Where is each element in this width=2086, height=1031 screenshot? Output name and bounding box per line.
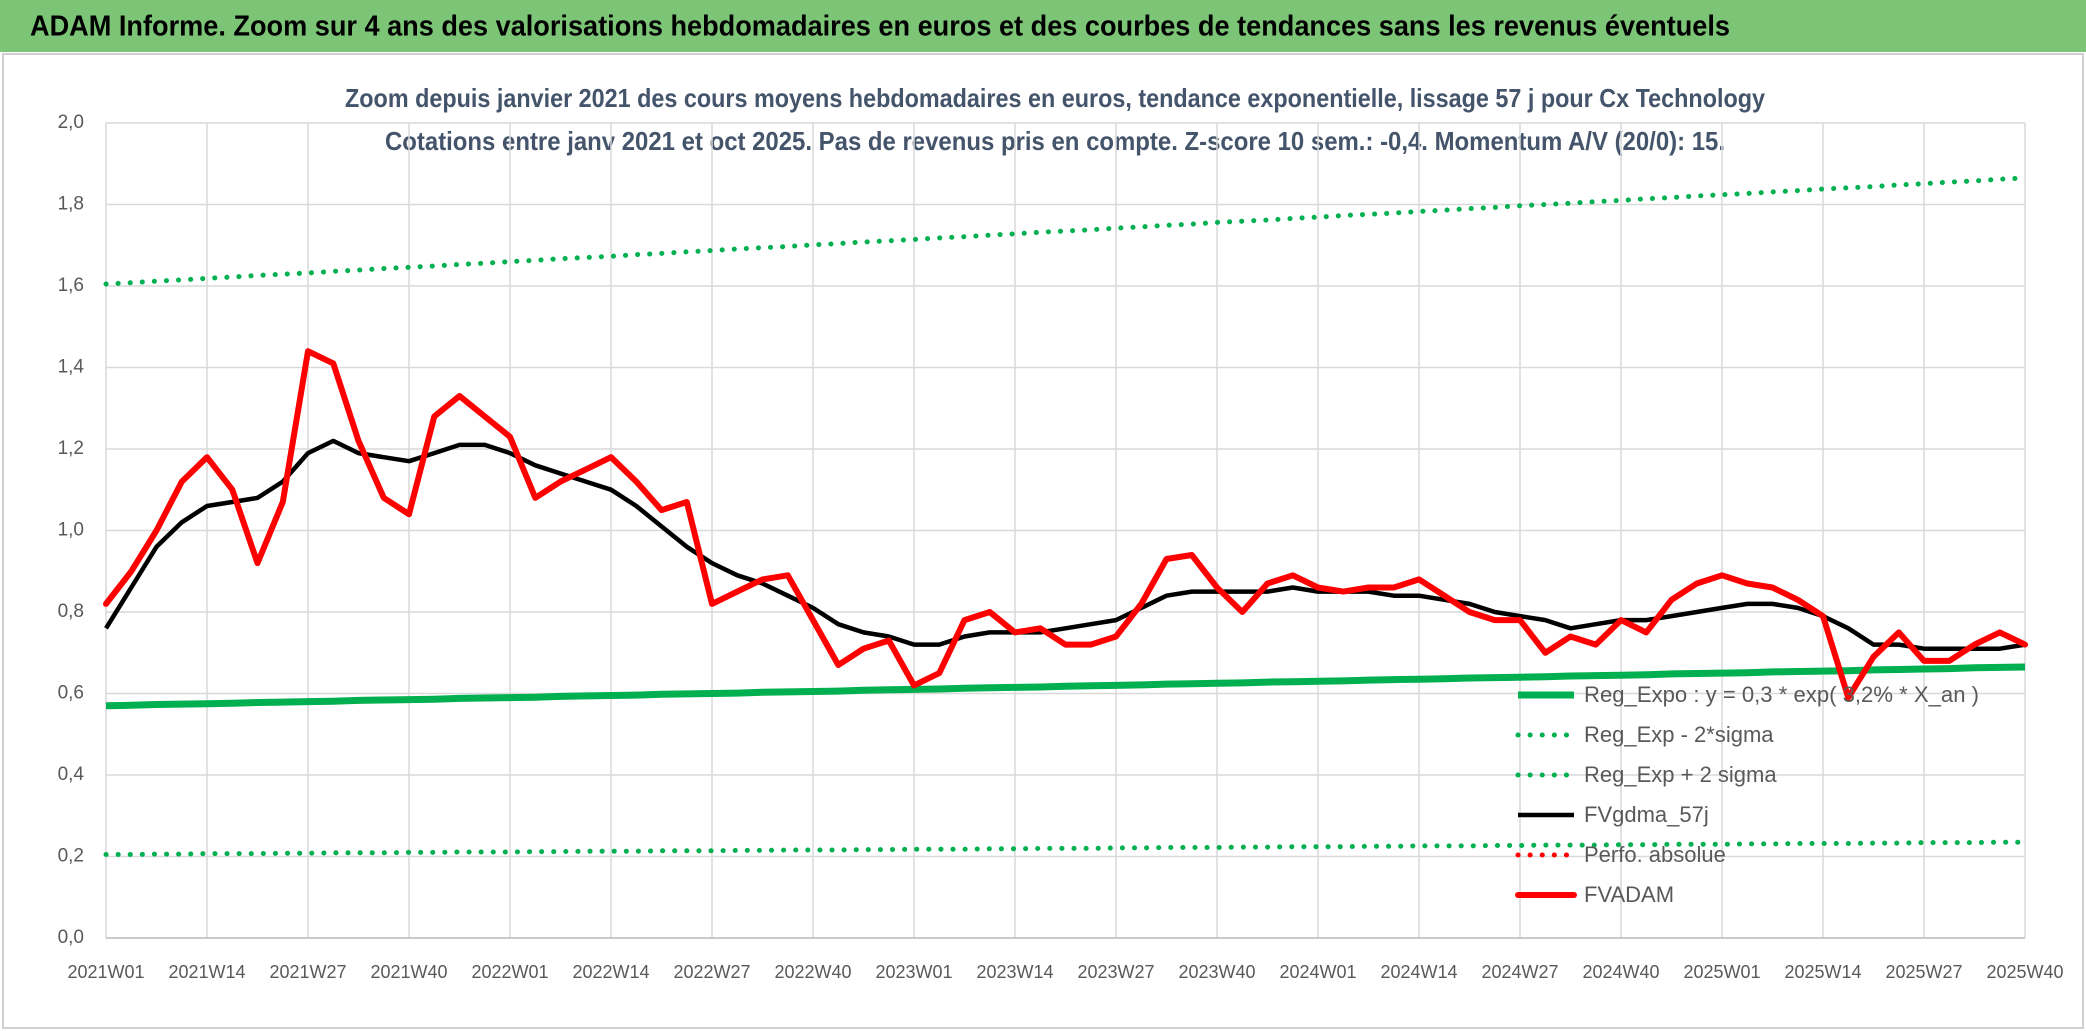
x-tick-label: 2025W27 [1885,962,1962,982]
y-tick-label: 1,6 [58,275,84,296]
series-line [103,348,2028,701]
x-tick-label: 2021W27 [269,962,346,982]
y-tick-label: 2,0 [58,112,84,133]
x-tick-label: 2024W01 [1279,962,1356,982]
x-tick-label: 2021W01 [67,962,144,982]
x-tick-label: 2021W14 [168,962,245,982]
legend-label: Reg_Expo : y = 0,3 * exp( 3,2% * X_an ) [1584,682,1979,707]
y-tick-label: 0,2 [58,846,84,867]
x-tick-label: 2025W40 [1986,962,2063,982]
legend-label: Reg_Exp + 2 sigma [1584,762,1777,787]
x-tick-label: 2022W01 [471,962,548,982]
legend-label: Perfo. absolue [1584,842,1726,867]
legend: Reg_Expo : y = 0,3 * exp( 3,2% * X_an ) R… [1515,682,1979,907]
x-tick-label: 2025W14 [1784,962,1861,982]
x-tick-label: 2024W27 [1481,962,1558,982]
legend-label: FVgdma_57j [1584,802,1709,827]
header-title: ADAM Informe. Zoom sur 4 ans des valoris… [30,11,1730,43]
y-tick-label: 0,6 [58,683,84,704]
y-tick-label: 1,0 [58,520,84,541]
x-tick-label: 2022W40 [774,962,851,982]
y-tick-label: 1,4 [58,357,85,378]
x-tick-label: 2023W14 [976,962,1053,982]
legend-label: Reg_Exp - 2*sigma [1584,722,1774,747]
series-line [103,839,2028,857]
x-tick-label: 2021W40 [370,962,447,982]
x-tick-label: 2022W27 [673,962,750,982]
x-tick-label: 2025W01 [1683,962,1760,982]
chart-frame [2,53,2084,1029]
x-tick-label: 2024W40 [1582,962,1659,982]
x-tick-label: 2023W27 [1077,962,1154,982]
x-tick-label: 2023W40 [1178,962,1255,982]
x-tick-label: 2022W14 [572,962,649,982]
header-bar [0,0,2086,52]
legend-label: FVADAM [1584,882,1674,907]
series-line [105,663,2026,710]
chart-subtitle: Cotations entre janv 2021 et oct 2025. P… [385,126,1725,156]
y-tick-label: 0,8 [58,601,84,622]
x-tick-label: 2024W14 [1380,962,1457,982]
y-tick-label: 1,2 [58,438,84,459]
chart-title: Zoom depuis janvier 2021 des cours moyen… [345,83,1765,113]
y-tick-label: 0,0 [58,927,84,948]
y-tick-label: 1,8 [58,194,84,215]
y-tick-label: 0,4 [58,764,85,785]
x-tick-label: 2023W01 [875,962,952,982]
